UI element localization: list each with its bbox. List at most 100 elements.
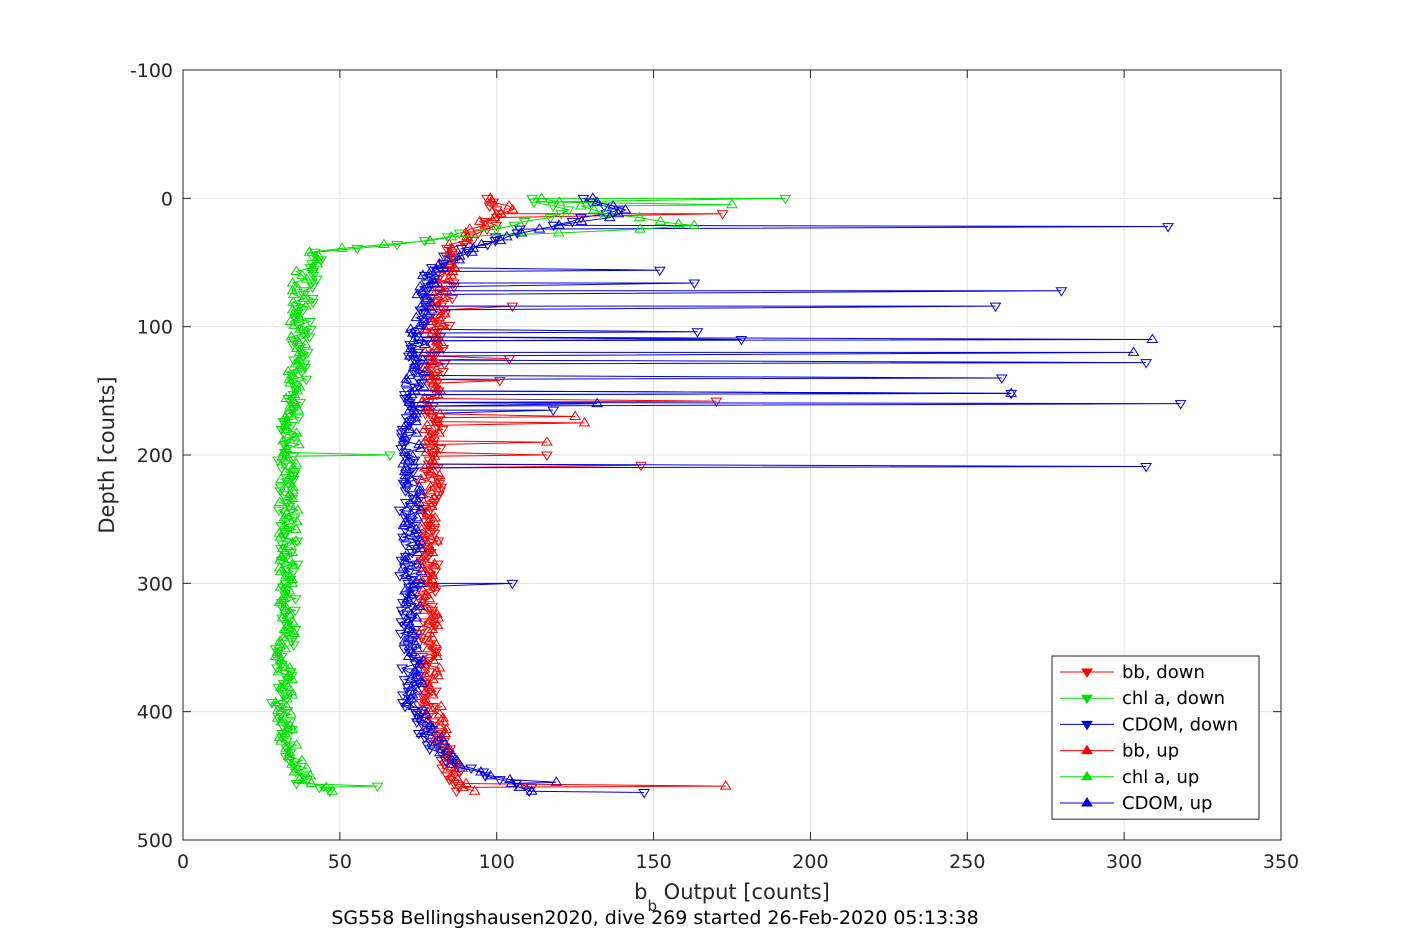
x-tick-label: 250 xyxy=(949,851,985,873)
data-point xyxy=(282,608,295,618)
data-point xyxy=(418,361,431,372)
data-point xyxy=(284,400,297,410)
y-tick-label: 500 xyxy=(137,830,173,852)
data-point xyxy=(280,569,293,580)
data-point xyxy=(282,395,295,405)
data-point xyxy=(400,569,413,580)
data-point xyxy=(451,773,464,784)
legend-item: bb, down xyxy=(1060,662,1205,683)
data-point xyxy=(293,361,306,372)
data-point xyxy=(293,773,306,784)
x-axis-label-rest: Output [counts] xyxy=(657,880,830,904)
data-point xyxy=(578,416,591,427)
data-point xyxy=(456,762,468,772)
data-point xyxy=(719,780,732,790)
plot-area xyxy=(265,192,1187,799)
legend-label: chl a, down xyxy=(1122,688,1225,709)
data-point xyxy=(405,646,418,657)
data-point xyxy=(399,473,412,483)
data-point xyxy=(691,328,704,338)
y-axis-label: Depth [counts] xyxy=(95,376,119,533)
data-point xyxy=(424,577,437,587)
data-point xyxy=(438,307,451,318)
data-point xyxy=(423,431,435,441)
data-point xyxy=(286,284,299,295)
series-cdom-up xyxy=(397,192,1159,795)
data-point xyxy=(280,700,293,711)
data-point xyxy=(290,458,303,468)
data-point xyxy=(425,304,438,314)
data-point xyxy=(407,700,420,711)
data-point xyxy=(297,291,310,301)
data-point xyxy=(411,669,423,680)
data-point xyxy=(398,635,411,645)
data-point xyxy=(411,511,424,522)
data-point xyxy=(279,600,292,610)
data-point xyxy=(503,355,516,365)
data-point xyxy=(588,203,600,214)
data-point xyxy=(418,315,430,326)
data-point xyxy=(291,560,304,571)
data-point xyxy=(320,781,333,791)
data-point xyxy=(1055,287,1068,297)
data-point xyxy=(450,787,463,798)
data-point xyxy=(306,261,319,272)
data-point xyxy=(418,461,431,472)
data-point xyxy=(424,265,437,275)
data-point xyxy=(286,304,299,314)
data-point xyxy=(408,587,421,597)
data-point xyxy=(287,481,299,491)
data-point xyxy=(279,604,292,614)
data-point xyxy=(1005,389,1018,400)
data-point xyxy=(429,369,441,379)
data-point xyxy=(448,283,460,293)
data-point xyxy=(494,207,507,218)
data-point xyxy=(445,769,457,780)
data-point xyxy=(286,723,299,734)
data-point xyxy=(282,669,295,680)
series-line xyxy=(273,197,733,792)
data-point xyxy=(273,731,286,741)
data-point xyxy=(426,569,439,580)
legend-label: bb, down xyxy=(1122,662,1205,683)
data-point xyxy=(414,600,427,610)
data-point xyxy=(286,573,299,583)
data-point xyxy=(415,300,428,310)
legend-label: bb, up xyxy=(1122,741,1179,762)
data-point xyxy=(286,492,299,503)
data-point xyxy=(425,573,438,583)
data-point xyxy=(418,423,431,433)
data-point xyxy=(528,198,540,209)
data-point xyxy=(415,554,427,564)
data-point xyxy=(407,581,419,591)
data-point xyxy=(286,615,299,626)
data-point xyxy=(401,477,414,487)
data-point xyxy=(1146,333,1159,343)
data-point xyxy=(443,246,456,256)
data-point xyxy=(430,665,443,676)
data-point xyxy=(438,360,451,370)
data-point xyxy=(493,377,506,387)
data-point xyxy=(434,746,446,757)
data-point xyxy=(518,217,531,228)
data-point xyxy=(289,523,302,533)
legend-marker xyxy=(1081,694,1093,705)
data-point xyxy=(417,618,430,628)
data-point xyxy=(513,781,526,791)
data-point xyxy=(541,451,553,461)
data-point xyxy=(278,519,291,530)
data-point xyxy=(273,561,286,572)
data-point xyxy=(591,397,604,408)
data-point xyxy=(291,504,304,514)
data-point xyxy=(428,288,441,299)
data-point xyxy=(414,488,427,499)
data-point xyxy=(278,592,291,603)
data-point xyxy=(285,500,297,510)
data-point xyxy=(401,472,414,482)
data-point xyxy=(290,780,303,790)
data-point xyxy=(408,527,421,537)
data-point xyxy=(494,234,507,245)
data-point xyxy=(415,727,428,737)
data-point xyxy=(437,261,449,272)
data-point xyxy=(297,292,310,302)
